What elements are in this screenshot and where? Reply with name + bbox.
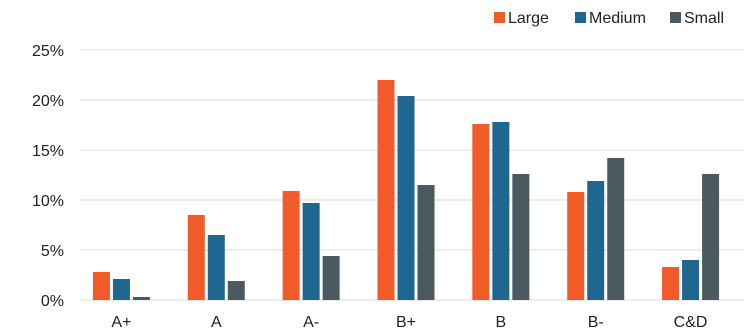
legend-swatch-medium bbox=[575, 12, 586, 23]
x-tick-label: B+ bbox=[396, 314, 416, 331]
y-tick-label: 20% bbox=[32, 93, 64, 110]
legend-label-small: Small bbox=[684, 10, 724, 27]
y-tick-label: 25% bbox=[32, 43, 64, 60]
bar-small-6 bbox=[702, 174, 720, 300]
bar-large-5 bbox=[567, 192, 585, 300]
bar-medium-6 bbox=[682, 260, 700, 300]
bar-large-1 bbox=[187, 215, 205, 300]
bar-medium-0 bbox=[112, 279, 130, 300]
bar-small-0 bbox=[132, 297, 150, 300]
y-tick-label: 15% bbox=[32, 143, 64, 160]
legend-label-medium: Medium bbox=[589, 10, 646, 27]
legend-swatch-large bbox=[494, 12, 505, 23]
x-tick-label: A+ bbox=[111, 314, 131, 331]
legend-swatch-small bbox=[670, 12, 681, 23]
bar-small-2 bbox=[322, 256, 340, 300]
bar-large-6 bbox=[662, 267, 680, 300]
legend: Large Medium Small bbox=[494, 10, 724, 27]
bar-medium-4 bbox=[492, 122, 510, 300]
bar-medium-1 bbox=[207, 235, 225, 300]
x-tick-label: B bbox=[496, 314, 507, 331]
y-axis-tick-labels: 0% 5% 10% 15% 20% 25% bbox=[32, 43, 64, 310]
x-tick-label: A bbox=[211, 314, 222, 331]
x-tick-label: A- bbox=[303, 314, 319, 331]
bar-small-5 bbox=[607, 158, 625, 300]
legend-label-large: Large bbox=[508, 10, 549, 27]
bar-large-0 bbox=[92, 272, 110, 300]
bar-large-2 bbox=[282, 191, 300, 300]
x-axis-tick-labels: A+ A A- B+ B B- C&D bbox=[111, 314, 707, 331]
bar-medium-3 bbox=[397, 96, 415, 300]
bar-large-4 bbox=[472, 124, 490, 300]
bar-small-4 bbox=[512, 174, 530, 300]
y-tick-label: 0% bbox=[41, 293, 64, 310]
bars bbox=[92, 80, 720, 300]
bar-large-3 bbox=[377, 80, 395, 300]
x-tick-label: C&D bbox=[674, 314, 708, 331]
x-tick-label: B- bbox=[588, 314, 604, 331]
bar-medium-5 bbox=[587, 181, 605, 300]
bar-medium-2 bbox=[302, 203, 320, 300]
y-tick-label: 10% bbox=[32, 193, 64, 210]
bar-small-1 bbox=[227, 281, 245, 300]
bar-small-3 bbox=[417, 185, 435, 300]
y-tick-label: 5% bbox=[41, 243, 64, 260]
